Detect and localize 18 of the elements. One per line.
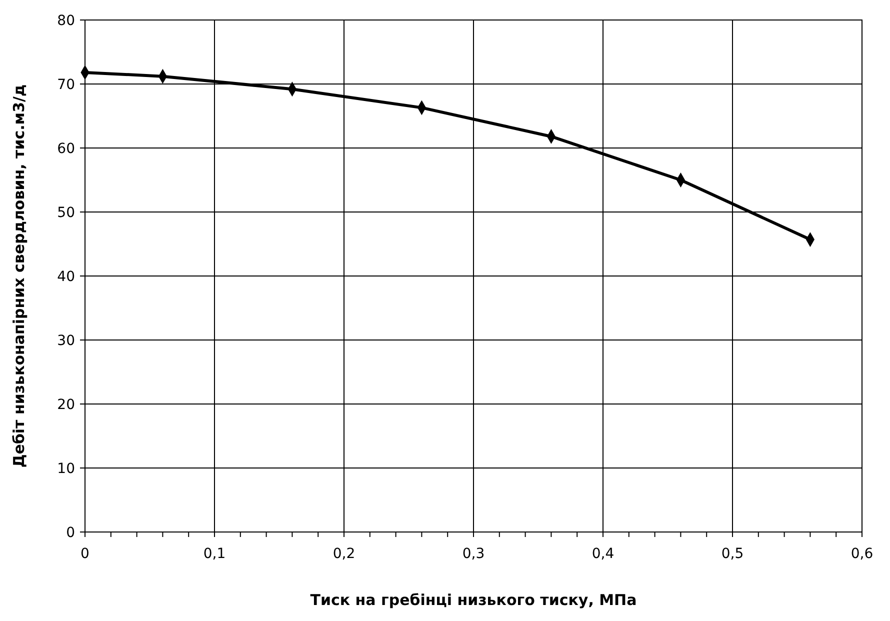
y-tick-label: 80 <box>57 13 75 29</box>
x-axis-title: Тиск на гребінці низького тиску, МПа <box>310 591 637 609</box>
y-axis-title: Дебіт низьконапірних свердловин, тис.м3/д <box>10 84 28 468</box>
y-tick-label: 30 <box>57 333 75 349</box>
y-tick-label: 60 <box>57 141 75 157</box>
x-tick-label: 0 <box>80 546 90 562</box>
x-tick-label: 0,5 <box>721 546 744 562</box>
y-tick-label: 0 <box>66 525 75 541</box>
y-tick-label: 10 <box>57 461 75 477</box>
y-tick-label: 40 <box>57 269 75 285</box>
x-tick-label: 0,4 <box>592 546 614 562</box>
x-tick-label: 0,2 <box>332 546 356 562</box>
y-tick-label: 50 <box>57 205 75 221</box>
x-tick-label: 0,6 <box>850 546 874 562</box>
x-tick-label: 0,1 <box>203 546 226 562</box>
y-tick-label: 70 <box>57 77 75 93</box>
y-tick-label: 20 <box>57 397 75 413</box>
x-tick-label: 0,3 <box>462 546 485 562</box>
